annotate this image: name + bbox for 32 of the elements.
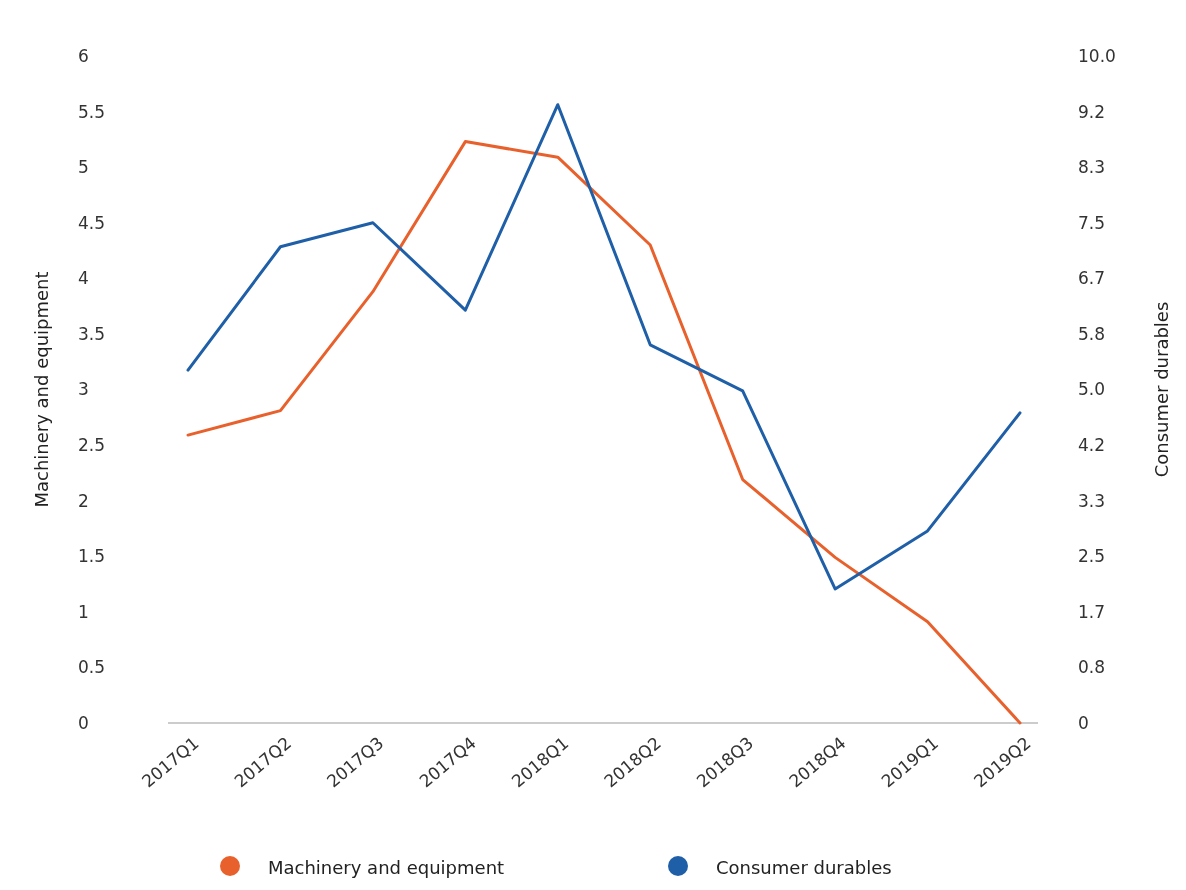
y2-tick-label: 3.3	[1078, 490, 1106, 511]
y-tick-label: 1.5	[78, 546, 106, 567]
y-tick-label: 3	[78, 379, 89, 400]
y-tick-label: 4.5	[78, 212, 106, 233]
y2-axis-title: Consumer durables	[1151, 301, 1172, 478]
y2-tick-label: 7.5	[1078, 212, 1106, 233]
y-tick-label: 1	[78, 601, 89, 622]
y2-tick-label: 0.8	[1078, 657, 1106, 678]
y2-tick-label: 5.8	[1078, 323, 1106, 344]
y2-tick-label: 6.7	[1078, 268, 1106, 289]
y2-tick-label: 4.2	[1078, 435, 1106, 456]
y2-tick-label: 8.3	[1078, 157, 1106, 178]
y-tick-label: 0	[78, 712, 89, 733]
y2-tick-label: 9.2	[1078, 101, 1106, 122]
y-tick-label: 2.5	[78, 435, 106, 456]
line-series	[186, 103, 1022, 591]
y-tick-label: 3.5	[78, 323, 106, 344]
y-tick-label: 5.5	[78, 101, 106, 122]
y2-tick-label: 10.0	[1078, 45, 1116, 66]
y-tick-label: 6	[78, 45, 89, 66]
y-tick-label: 4	[78, 268, 89, 289]
y2-tick-label: 1.7	[1078, 601, 1106, 622]
y2-tick-label: 0	[1078, 712, 1089, 733]
legend-label: Consumer durables	[716, 857, 892, 878]
y-tick-label: 0.5	[78, 657, 106, 678]
legend-label: Machinery and equipment	[268, 857, 505, 878]
y2-tick-label: 2.5	[1078, 546, 1106, 567]
y-axis-title: Machinery and equipment	[31, 271, 52, 508]
y-tick-label: 5	[78, 157, 89, 178]
y-tick-label: 2	[78, 490, 89, 511]
line-series	[186, 140, 1022, 725]
y2-tick-label: 5.0	[1078, 379, 1106, 400]
